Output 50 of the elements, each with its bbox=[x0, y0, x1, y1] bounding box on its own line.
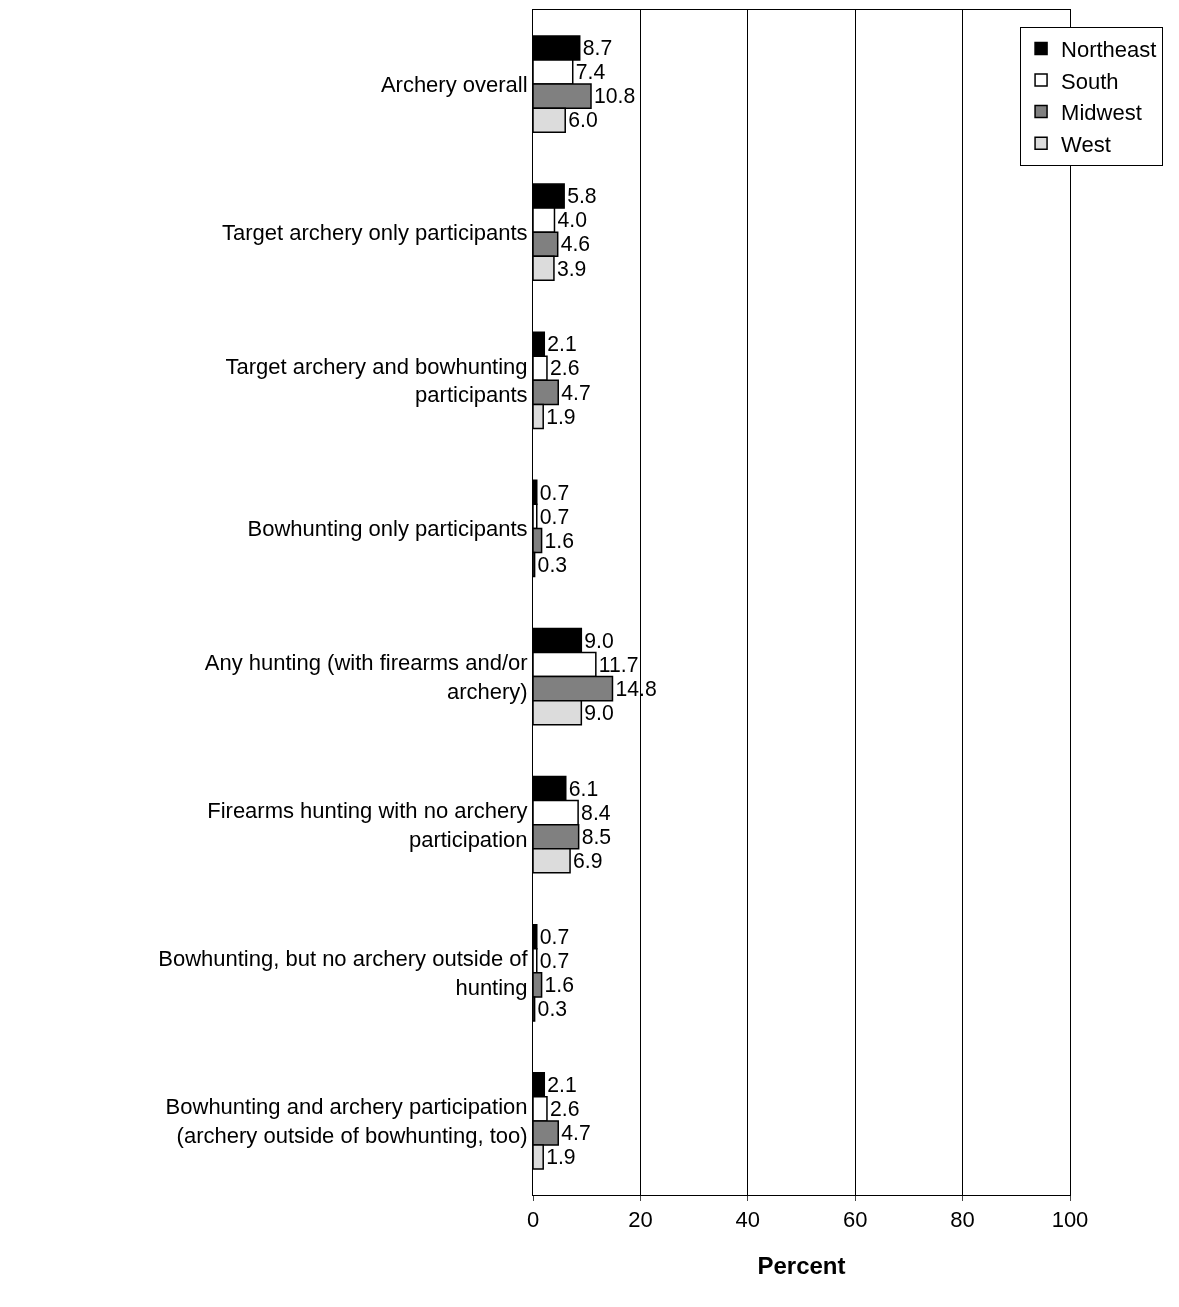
x-axis-title: Percent bbox=[757, 1251, 846, 1279]
legend-label: Midwest bbox=[1061, 100, 1142, 126]
legend-label: West bbox=[1061, 131, 1111, 157]
data-label: 5.8 bbox=[567, 184, 597, 208]
data-label: 8.7 bbox=[582, 36, 613, 60]
data-label: 9.0 bbox=[584, 628, 614, 652]
data-label: 3.9 bbox=[556, 256, 587, 280]
x-tick-label: 60 bbox=[842, 1207, 868, 1233]
data-label: 4.0 bbox=[557, 208, 587, 232]
data-label: 1.6 bbox=[544, 528, 575, 552]
x-tick-label: 100 bbox=[1051, 1207, 1089, 1233]
data-label: 2.1 bbox=[547, 332, 577, 356]
y-tick-label: Target archery and bowhunting participants bbox=[225, 353, 528, 408]
legend-label: South bbox=[1061, 68, 1119, 94]
y-tick-label: Bowhunting and archery participation (archery outside of bowhunting, too) bbox=[165, 1094, 528, 1148]
data-label: 2.6 bbox=[549, 356, 580, 380]
x-tick-label: 20 bbox=[628, 1207, 653, 1233]
data-label: 9.0 bbox=[584, 700, 614, 724]
data-label: 4.7 bbox=[561, 380, 591, 404]
data-label: 10.8 bbox=[594, 84, 636, 108]
data-label: 8.4 bbox=[581, 800, 611, 824]
data-label: 8.5 bbox=[581, 824, 612, 848]
data-label: 0.7 bbox=[539, 924, 570, 948]
x-tick-label: 80 bbox=[950, 1207, 975, 1233]
data-label: 0.7 bbox=[539, 480, 570, 504]
y-tick-label: Target archery only participants bbox=[221, 219, 528, 245]
data-label: 4.6 bbox=[560, 232, 591, 256]
data-label: 1.9 bbox=[546, 404, 576, 428]
data-label: 4.7 bbox=[561, 1121, 591, 1145]
y-tick-label: Bowhunting, but no archery outside of hunting bbox=[158, 946, 529, 1000]
x-tick-label: 0 bbox=[526, 1207, 540, 1233]
x-tick-label: 40 bbox=[735, 1207, 761, 1233]
data-label: 0.7 bbox=[539, 504, 570, 528]
y-tick-label: Firearms hunting with no archery participation bbox=[207, 798, 528, 852]
y-tick-label: Any hunting (with firearms and/or archery) bbox=[204, 649, 528, 704]
data-label: 0.3 bbox=[537, 997, 568, 1021]
data-label: 2.6 bbox=[549, 1097, 580, 1121]
data-label: 6.0 bbox=[568, 108, 598, 132]
y-tick-label: Bowhunting only participants bbox=[247, 516, 528, 542]
y-tick-label: Archery overall bbox=[380, 71, 528, 97]
data-label: 1.6 bbox=[544, 973, 575, 997]
data-label: 0.7 bbox=[539, 949, 570, 972]
data-label: 0.3 bbox=[537, 552, 568, 576]
data-label: 2.1 bbox=[547, 1073, 577, 1097]
data-label: 6.1 bbox=[568, 776, 599, 800]
data-label: 6.9 bbox=[573, 849, 603, 873]
data-label: 1.9 bbox=[546, 1145, 576, 1169]
legend-label: Northeast bbox=[1061, 36, 1157, 62]
data-label: 7.4 bbox=[575, 60, 606, 84]
data-label: 11.7 bbox=[598, 652, 639, 676]
